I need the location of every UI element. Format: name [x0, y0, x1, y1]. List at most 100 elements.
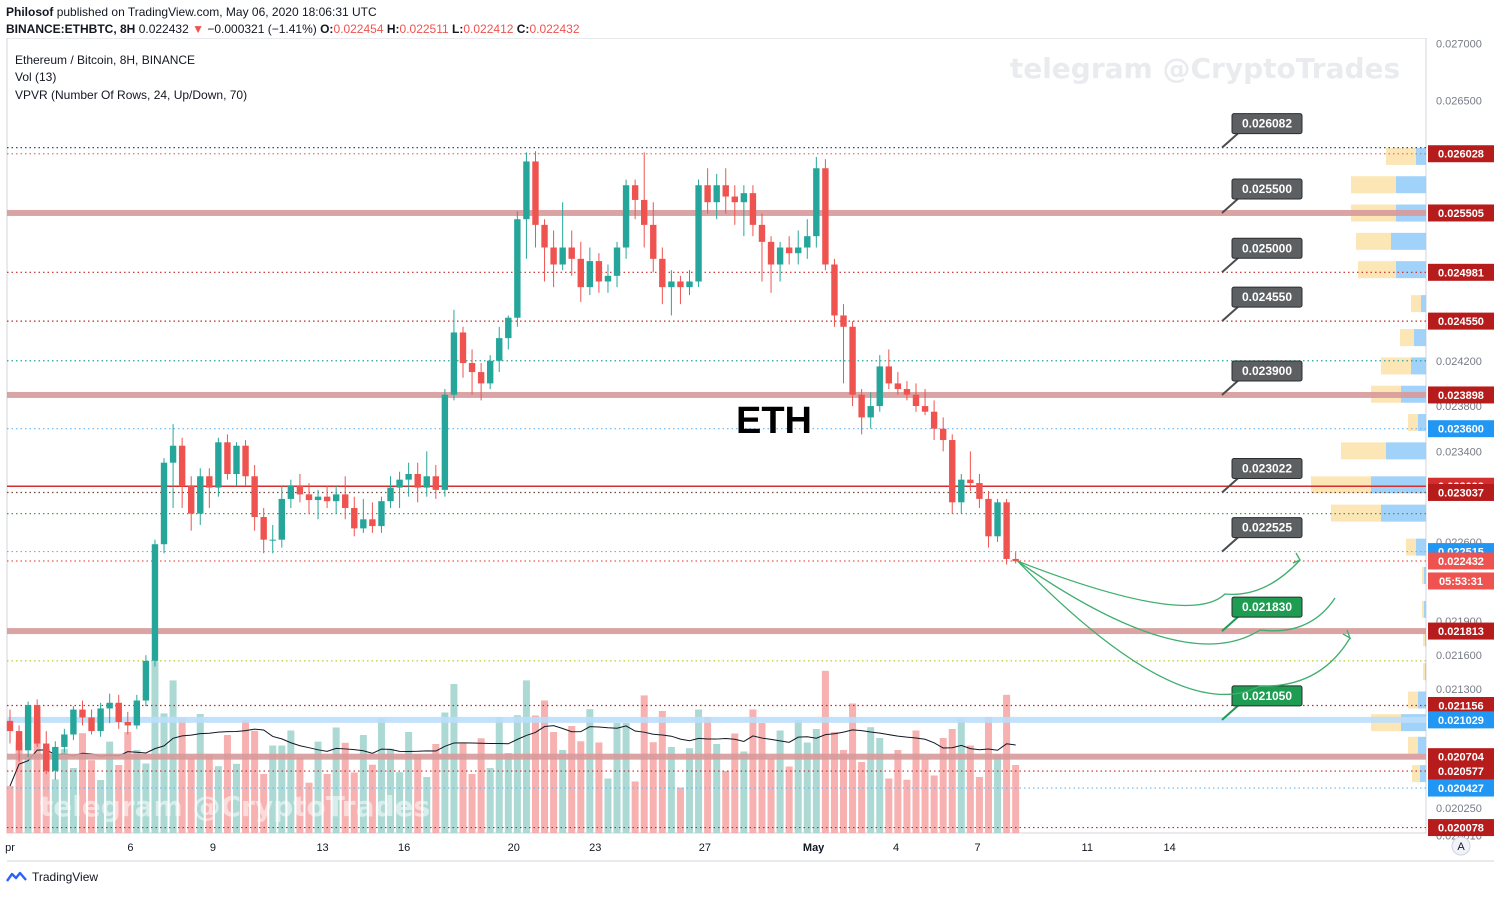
time-axis: pr 6 9 13 16 20 23 27 May 4 7 11 14 A	[5, 836, 1471, 856]
price-axis: 0.027000 0.026500 0.024200 0.023800 0.023400…	[1428, 39, 1494, 842]
volume-bar	[894, 750, 902, 833]
tradingview-logo-icon	[6, 871, 27, 882]
callout-label-box	[1231, 517, 1303, 539]
volume-bar	[423, 777, 431, 833]
time-tick-label: 4	[893, 842, 899, 854]
candle-body	[740, 193, 748, 203]
author-name[interactable]: Philosof	[6, 5, 54, 19]
callout-pointer	[1221, 378, 1241, 396]
volume-bar	[568, 726, 576, 833]
vpvr-down-bar	[1424, 566, 1426, 584]
candle-body	[912, 394, 920, 407]
candle-body	[88, 717, 95, 732]
vpvr-down-bar	[1418, 691, 1426, 709]
candle-body	[822, 168, 829, 265]
candle-body	[314, 496, 322, 501]
candle-body	[260, 517, 267, 540]
candle-body	[332, 494, 340, 502]
price-tick-label: 0.021300	[1436, 684, 1482, 696]
volume-bar	[477, 738, 485, 833]
countdown-box	[1428, 572, 1494, 590]
candle-body	[6, 720, 14, 732]
vpvr-down-bar	[1425, 663, 1426, 681]
symbol-quote-bar: BINANCE:ETHBTC, 8H 0.022432 ▼ −0.000321 …	[6, 22, 580, 36]
vpvr-down-bar	[1381, 504, 1426, 522]
target-label: 0.021830	[1242, 600, 1292, 614]
vpvr-up-bar	[1311, 476, 1371, 494]
vpvr-profile	[1311, 147, 1426, 783]
callout-pointer	[1221, 534, 1241, 553]
volume-bar	[260, 774, 268, 833]
candle-body	[269, 539, 276, 541]
volume-bar	[541, 700, 549, 833]
candle-body	[124, 722, 131, 726]
candle-body	[15, 731, 23, 751]
volume-bar	[368, 764, 376, 833]
volume-bar	[133, 750, 141, 833]
price-tag-box	[1428, 204, 1494, 222]
time-tick-label: 27	[699, 842, 711, 854]
chart-title: ETH	[736, 400, 812, 442]
callout-label: 0.025500	[1242, 182, 1292, 196]
candle-body	[903, 389, 911, 395]
vpvr-up-bar	[1351, 176, 1396, 194]
time-tick-label: 20	[508, 842, 520, 854]
brand-name[interactable]: TradingView	[32, 870, 99, 884]
candle-body	[61, 734, 68, 747]
candle-body	[749, 193, 757, 225]
time-tick-label: 7	[975, 842, 981, 854]
callout-pointer	[1221, 130, 1241, 149]
volume-bar	[749, 709, 757, 833]
projection-curve	[1017, 559, 1301, 607]
time-tick-label: 6	[127, 842, 133, 854]
volume-bar	[377, 718, 385, 833]
vpvr-down-bar	[1418, 736, 1426, 754]
price-tick-label: 0.020250	[1436, 803, 1482, 815]
volume-bar	[205, 754, 213, 833]
volume-bar	[233, 763, 240, 833]
volume-bar	[513, 715, 521, 833]
callout-label: 0.025000	[1242, 241, 1292, 255]
time-tick-label: 13	[316, 842, 328, 854]
vpvr-up-bar	[1406, 538, 1416, 556]
candle-body	[441, 394, 449, 490]
candle-body	[704, 185, 711, 203]
legend-vpvr: VPVR (Number Of Rows, 24, Up/Down, 70)	[15, 88, 247, 102]
legend-volume: Vol (13)	[15, 70, 56, 84]
high-value: 0.022511	[399, 22, 449, 36]
price-tag-box	[1428, 819, 1494, 837]
candle-body	[43, 743, 50, 771]
price-tag-label: 0.024981	[1438, 267, 1484, 279]
candle-body	[840, 315, 847, 327]
candle-body	[496, 338, 503, 361]
callout-pointer	[1221, 614, 1241, 632]
volume-bar	[631, 781, 639, 833]
price-tag-label: 0.021029	[1438, 715, 1484, 727]
vpvr-down-bar	[1386, 442, 1426, 460]
volume-bar	[812, 729, 820, 833]
price-tag-label: 0.020078	[1438, 823, 1484, 835]
price-chart[interactable]: Ethereum / Bitcoin, 8H, BINANCE Vol (13) V…	[0, 38, 1500, 868]
candle-body	[613, 247, 621, 276]
volume-bar	[758, 723, 766, 833]
price-tag-box	[1428, 622, 1494, 640]
vpvr-up-bar	[1356, 232, 1391, 250]
candle-body	[387, 487, 394, 502]
volume-bar	[97, 780, 105, 833]
auto-scale-label: A	[1457, 841, 1465, 853]
vpvr-down-bar	[1425, 629, 1426, 647]
volume-bar	[867, 727, 875, 833]
candle-body	[776, 247, 784, 265]
candle-body	[586, 261, 594, 288]
vpvr-up-bar	[1331, 504, 1381, 522]
volume-bar	[414, 754, 422, 833]
volume-bar	[278, 745, 286, 833]
volume-bar	[88, 760, 96, 833]
candle-body	[921, 406, 929, 412]
time-tick-label: pr	[5, 842, 15, 854]
time-tick-label: 11	[1082, 842, 1093, 854]
vpvr-down-bar	[1424, 600, 1426, 618]
vpvr-up-bar	[1400, 329, 1414, 347]
callout-pointer	[1221, 475, 1241, 494]
candle-body	[523, 161, 530, 220]
